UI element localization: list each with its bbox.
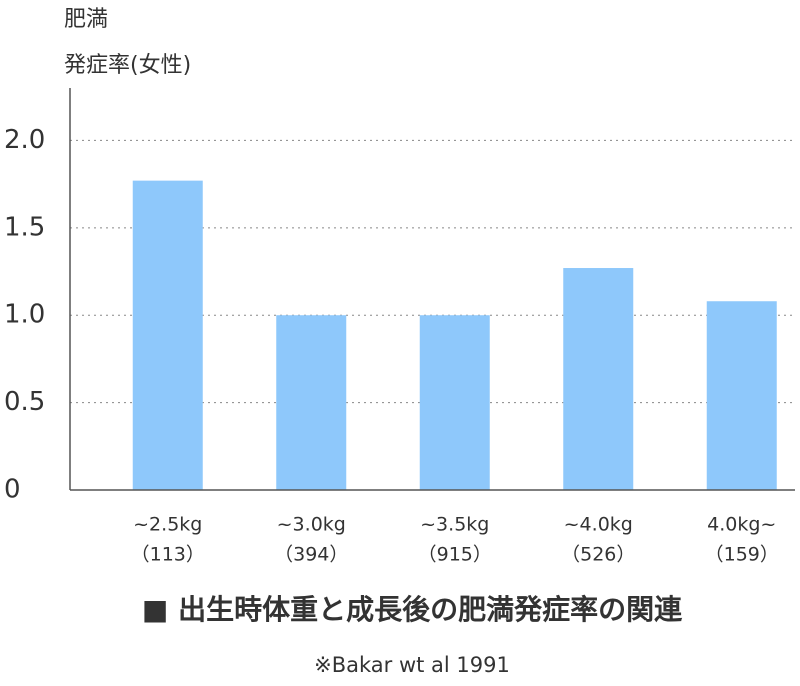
y-tick-label: 0 bbox=[4, 475, 21, 505]
x-tick-sublabel: （113） bbox=[131, 544, 205, 566]
chart-title: ■ 出生時体重と成長後の肥満発症率の関連 bbox=[142, 593, 683, 626]
y-tick-label: 1.0 bbox=[4, 300, 45, 330]
bar bbox=[563, 268, 634, 490]
y-tick-label: 2.0 bbox=[4, 125, 45, 155]
y-axis-label: 肥満 bbox=[64, 7, 108, 32]
bar bbox=[132, 180, 203, 491]
source-note: ※Bakar wt al 1991 bbox=[314, 653, 510, 677]
bar bbox=[706, 301, 777, 490]
x-tick-sublabel: （526） bbox=[561, 544, 635, 566]
y-tick-label: 0.5 bbox=[4, 387, 45, 417]
x-tick-label: ~3.0kg bbox=[277, 514, 346, 536]
x-tick-label: ~2.5kg bbox=[133, 514, 202, 536]
x-tick-sublabel: （915） bbox=[418, 544, 492, 566]
x-tick-sublabel: （394） bbox=[274, 544, 348, 566]
y-axis-label: 発症率(女性) bbox=[64, 53, 191, 78]
bar bbox=[419, 315, 490, 490]
x-tick-label: ~4.0kg bbox=[564, 514, 633, 536]
x-tick-sublabel: （159） bbox=[705, 544, 779, 566]
y-tick-label: 1.5 bbox=[4, 212, 45, 242]
x-tick-label: ~3.5kg bbox=[420, 514, 489, 536]
x-tick-label: 4.0kg~ bbox=[707, 514, 776, 536]
bar bbox=[276, 315, 347, 490]
